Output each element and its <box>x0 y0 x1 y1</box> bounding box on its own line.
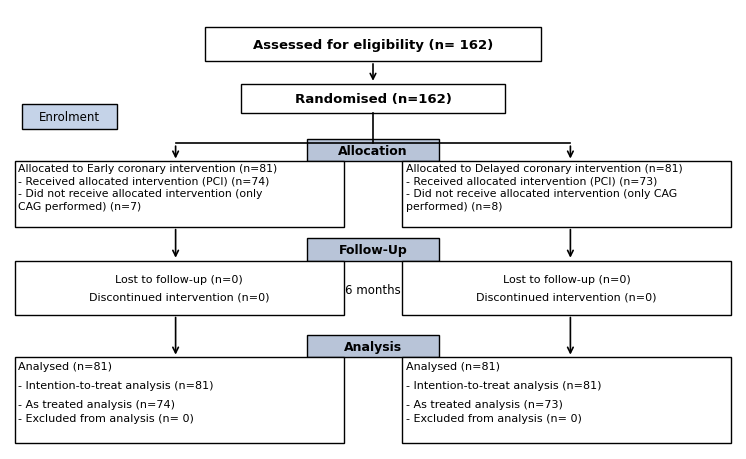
Text: - Excluded from analysis (n= 0): - Excluded from analysis (n= 0) <box>406 414 582 424</box>
Text: performed) (n=8): performed) (n=8) <box>406 202 502 212</box>
FancyBboxPatch shape <box>15 358 344 443</box>
Text: Analysis: Analysis <box>344 340 402 353</box>
FancyBboxPatch shape <box>242 84 504 114</box>
FancyBboxPatch shape <box>15 261 344 315</box>
Text: - Intention-to-treat analysis (n=81): - Intention-to-treat analysis (n=81) <box>406 381 601 391</box>
Text: - As treated analysis (n=74): - As treated analysis (n=74) <box>19 399 175 409</box>
Text: Analysed (n=81): Analysed (n=81) <box>19 362 113 372</box>
FancyBboxPatch shape <box>307 140 439 162</box>
Text: Lost to follow-up (n=0): Lost to follow-up (n=0) <box>116 274 243 284</box>
Text: 6 months: 6 months <box>345 284 401 297</box>
Text: - Received allocated intervention (PCI) (n=73): - Received allocated intervention (PCI) … <box>406 176 657 186</box>
Text: - Intention-to-treat analysis (n=81): - Intention-to-treat analysis (n=81) <box>19 381 214 391</box>
Text: - Excluded from analysis (n= 0): - Excluded from analysis (n= 0) <box>19 414 194 424</box>
FancyBboxPatch shape <box>402 261 731 315</box>
Text: Lost to follow-up (n=0): Lost to follow-up (n=0) <box>503 274 630 284</box>
FancyBboxPatch shape <box>15 162 344 227</box>
Text: Follow-Up: Follow-Up <box>339 243 407 256</box>
Text: Randomised (n=162): Randomised (n=162) <box>295 93 451 106</box>
Text: Discontinued intervention (n=0): Discontinued intervention (n=0) <box>89 292 269 302</box>
Text: Analysed (n=81): Analysed (n=81) <box>406 362 500 372</box>
FancyBboxPatch shape <box>402 162 731 227</box>
Text: Discontinued intervention (n=0): Discontinued intervention (n=0) <box>477 292 657 302</box>
FancyBboxPatch shape <box>307 335 439 358</box>
FancyBboxPatch shape <box>402 358 731 443</box>
Text: - Did not receive allocated intervention (only CAG: - Did not receive allocated intervention… <box>406 189 677 199</box>
Text: - Received allocated intervention (PCI) (n=74): - Received allocated intervention (PCI) … <box>19 176 270 186</box>
FancyBboxPatch shape <box>307 239 439 261</box>
FancyBboxPatch shape <box>22 105 117 129</box>
Text: Assessed for eligibility (n= 162): Assessed for eligibility (n= 162) <box>253 39 493 51</box>
Text: Enrolment: Enrolment <box>39 111 100 123</box>
Text: - Did not receive allocated intervention (only: - Did not receive allocated intervention… <box>19 189 263 199</box>
Text: Allocated to Early coronary intervention (n=81): Allocated to Early coronary intervention… <box>19 164 278 174</box>
Text: Allocation: Allocation <box>338 144 408 157</box>
FancyBboxPatch shape <box>205 28 541 62</box>
Text: - As treated analysis (n=73): - As treated analysis (n=73) <box>406 399 562 409</box>
Text: Allocated to Delayed coronary intervention (n=81): Allocated to Delayed coronary interventi… <box>406 164 683 174</box>
Text: CAG performed) (n=7): CAG performed) (n=7) <box>19 202 142 212</box>
